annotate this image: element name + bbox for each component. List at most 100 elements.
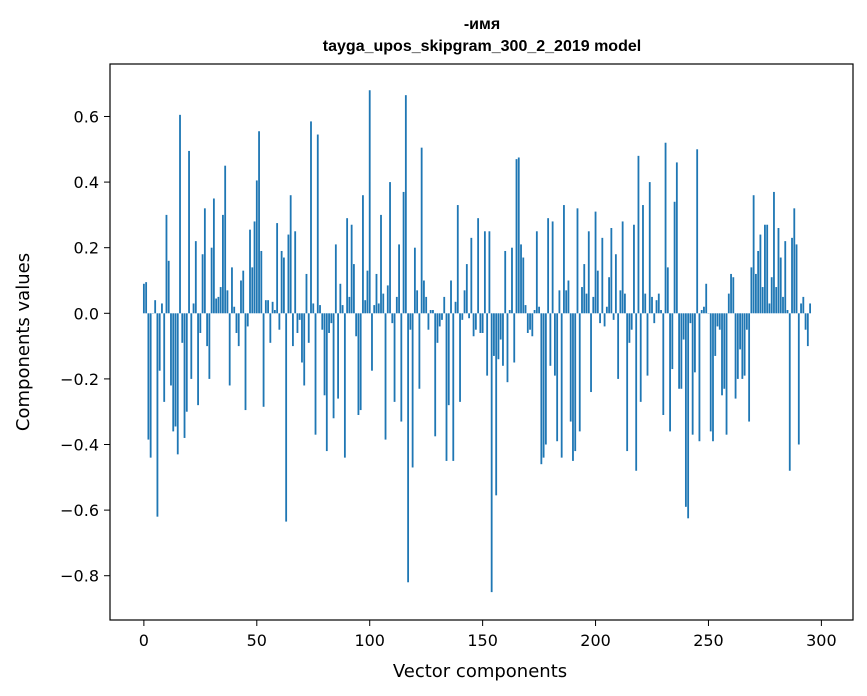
y-axis-label: Components values [13, 253, 34, 431]
bar-8 [161, 303, 163, 314]
bar-231 [664, 142, 667, 314]
bar-68 [296, 313, 299, 333]
bar-236 [675, 162, 678, 314]
bar-60 [278, 313, 281, 330]
bar-201 [596, 270, 599, 314]
bar-84 [332, 313, 335, 419]
bar-225 [651, 296, 653, 314]
bar-51 [258, 131, 260, 314]
bar-62 [282, 257, 285, 314]
bar-50 [255, 180, 258, 314]
bar-102 [373, 305, 376, 314]
bar-120 [413, 247, 416, 314]
bar-221 [642, 205, 644, 314]
bar-209 [614, 254, 617, 314]
bar-144 [468, 313, 470, 319]
bar-92 [350, 224, 353, 314]
bar-284 [784, 241, 787, 314]
bar-224 [648, 182, 651, 314]
bar-101 [371, 313, 373, 371]
bar-112 [395, 296, 398, 314]
bar-118 [409, 313, 412, 330]
bar-13 [172, 313, 175, 432]
bar-82 [328, 313, 330, 333]
bar-139 [456, 205, 459, 314]
bar-11 [167, 260, 170, 314]
bar-254 [716, 313, 719, 327]
bar-94 [355, 313, 358, 337]
bar-205 [605, 306, 608, 314]
bar-171 [529, 313, 531, 330]
bar-286 [788, 313, 791, 471]
bar-248 [703, 306, 705, 314]
bar-173 [533, 310, 536, 314]
bar-88 [341, 305, 344, 314]
bar-133 [443, 296, 446, 314]
bar-12 [170, 313, 172, 386]
bar-196 [585, 293, 588, 314]
bar-99 [366, 270, 369, 314]
bar-107 [384, 313, 387, 440]
bar-95 [357, 313, 360, 415]
bar-126 [427, 313, 430, 330]
bar-217 [633, 224, 635, 314]
bar-100 [368, 90, 371, 314]
chart-title: -имя [464, 16, 500, 33]
bar-283 [782, 296, 784, 314]
x-tick-label: 250 [693, 631, 724, 650]
bar-235 [673, 201, 676, 314]
bar-24 [197, 313, 199, 406]
bar-249 [705, 283, 708, 314]
y-tick-label: −0.6 [60, 501, 99, 520]
bar-137 [452, 313, 455, 461]
bar-191 [574, 313, 577, 452]
chart-subtitle: tayga_upos_skipgram_300_2_2019 model [323, 38, 641, 55]
bar-200 [594, 211, 597, 314]
bar-19 [185, 313, 188, 412]
bar-132 [441, 313, 443, 320]
bar-169 [524, 305, 527, 314]
bar-199 [592, 296, 595, 314]
bar-246 [698, 313, 701, 442]
bar-96 [359, 313, 362, 411]
bar-119 [411, 313, 414, 468]
bar-46 [246, 313, 249, 327]
bar-134 [445, 313, 448, 461]
bar-251 [709, 313, 712, 432]
bar-117 [407, 313, 410, 583]
bar-129 [434, 313, 437, 437]
bar-149 [479, 313, 482, 333]
bar-255 [718, 313, 721, 330]
bar-282 [779, 257, 782, 314]
bar-77 [316, 134, 319, 314]
bar-272 [757, 250, 760, 314]
bar-113 [398, 244, 400, 314]
bar-203 [601, 237, 604, 314]
bar-145 [470, 237, 473, 314]
bar-10 [165, 214, 168, 314]
y-tick-label: 0.4 [74, 173, 99, 192]
bar-278 [770, 277, 773, 314]
bar-91 [348, 296, 351, 314]
bar-32 [215, 298, 218, 314]
bar-266 [743, 313, 746, 376]
bar-39 [231, 267, 233, 314]
bar-55 [267, 300, 269, 314]
bar-279 [773, 191, 775, 314]
bar-47 [249, 229, 251, 314]
bar-141 [461, 313, 464, 320]
bar-264 [739, 313, 741, 350]
bar-265 [741, 313, 744, 379]
bar-35 [222, 214, 224, 314]
bar-52 [260, 250, 263, 314]
bar-86 [337, 313, 339, 399]
bar-181 [551, 221, 554, 314]
bar-159 [502, 313, 504, 366]
bar-140 [459, 313, 461, 402]
bar-29 [208, 313, 211, 379]
bar-245 [696, 149, 699, 314]
bar-104 [377, 303, 380, 314]
bar-45 [244, 313, 247, 411]
bar-98 [364, 300, 367, 314]
bar-16 [179, 114, 181, 314]
